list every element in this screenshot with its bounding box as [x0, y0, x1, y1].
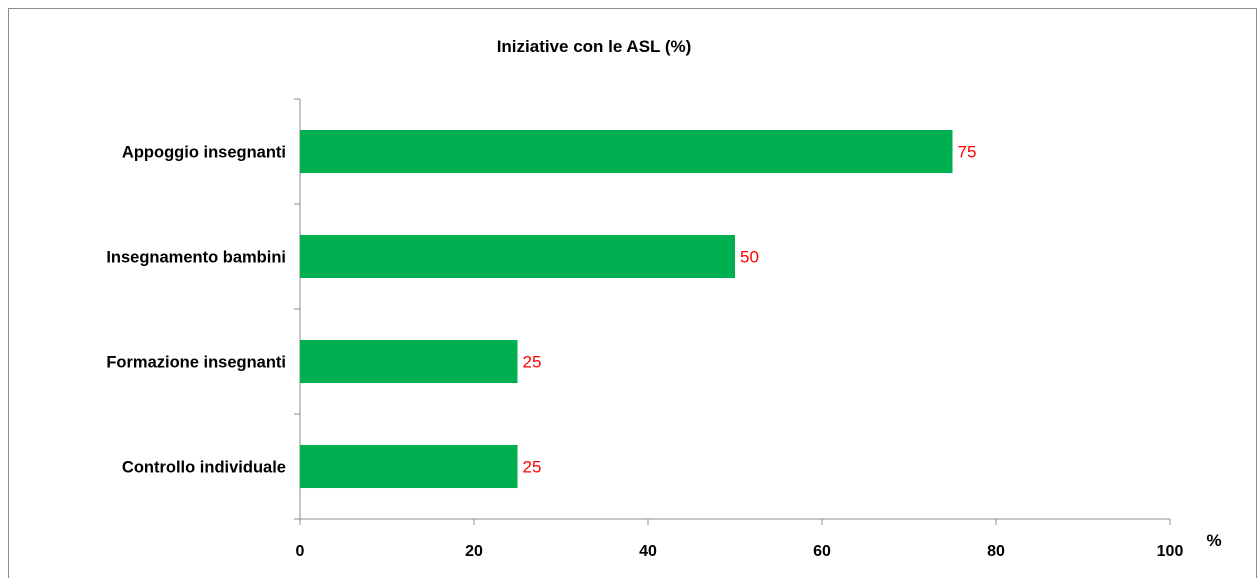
bar: [300, 339, 518, 384]
chart-title: Iniziative con le ASL (%): [497, 37, 692, 56]
category-label: Controllo individuale: [122, 459, 286, 477]
data-label: 50: [740, 248, 759, 267]
category-label: Insegnamento bambini: [106, 249, 286, 267]
x-tick-label: 60: [813, 543, 831, 560]
bar: [300, 129, 953, 174]
bar: [300, 444, 518, 489]
x-tick-label: 80: [987, 543, 1005, 560]
data-label: 25: [523, 458, 542, 477]
x-tick-label: 20: [465, 543, 483, 560]
bar: [300, 234, 735, 279]
data-label: 75: [958, 143, 977, 162]
category-label: Formazione insegnanti: [106, 354, 286, 372]
chart-frame: [8, 8, 1257, 578]
data-label: 25: [523, 353, 542, 372]
x-axis-unit: %: [1206, 531, 1221, 550]
labels: 0 20 40 60 80 100 Appoggio insegnanti 75 Insegna…: [106, 143, 1183, 561]
bars: [300, 129, 953, 489]
x-tick-label: 100: [1157, 543, 1184, 560]
category-label: Appoggio insegnanti: [122, 144, 286, 162]
x-tick-label: 0: [296, 543, 305, 560]
x-tick-label: 40: [639, 543, 657, 560]
